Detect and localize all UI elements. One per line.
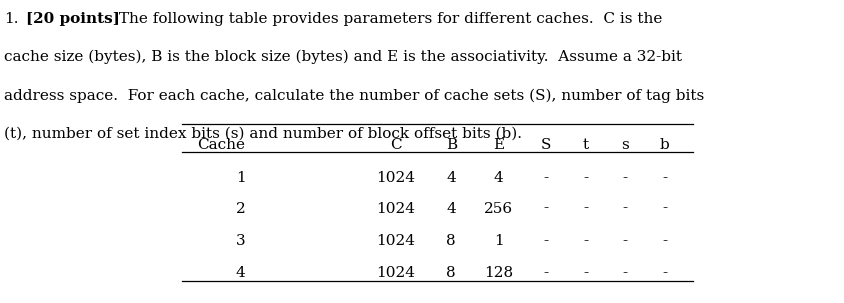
Text: -: - bbox=[662, 266, 667, 280]
Text: 8: 8 bbox=[446, 234, 456, 248]
Text: -: - bbox=[662, 171, 667, 185]
Text: 1: 1 bbox=[235, 171, 246, 185]
Text: -: - bbox=[622, 266, 627, 280]
Text: [20 points]: [20 points] bbox=[25, 12, 119, 25]
Text: 4: 4 bbox=[235, 266, 246, 280]
Text: (t), number of set index bits (s) and number of block offset bits (b).: (t), number of set index bits (s) and nu… bbox=[4, 126, 522, 141]
Text: -: - bbox=[543, 234, 548, 248]
Text: s: s bbox=[620, 138, 629, 152]
Text: -: - bbox=[543, 266, 548, 280]
Text: t: t bbox=[582, 138, 588, 152]
Text: 256: 256 bbox=[484, 201, 512, 216]
Text: 1: 1 bbox=[493, 234, 503, 248]
Text: b: b bbox=[659, 138, 669, 152]
Text: 128: 128 bbox=[484, 266, 512, 280]
Text: -: - bbox=[662, 234, 667, 248]
Text: C: C bbox=[390, 138, 401, 152]
Text: address space.  For each cache, calculate the number of cache sets (S), number o: address space. For each cache, calculate… bbox=[4, 88, 704, 102]
Text: -: - bbox=[622, 201, 627, 216]
Text: B: B bbox=[445, 138, 457, 152]
Text: S: S bbox=[540, 138, 551, 152]
Text: -: - bbox=[543, 171, 548, 185]
Text: -: - bbox=[582, 266, 587, 280]
Text: -: - bbox=[582, 234, 587, 248]
Text: cache size (bytes), B is the block size (bytes) and E is the associativity.  Ass: cache size (bytes), B is the block size … bbox=[4, 50, 681, 64]
Text: The following table provides parameters for different caches.  C is the: The following table provides parameters … bbox=[114, 12, 662, 25]
Text: E: E bbox=[493, 138, 504, 152]
Text: 1024: 1024 bbox=[376, 234, 415, 248]
Text: 4: 4 bbox=[446, 201, 456, 216]
Text: -: - bbox=[622, 234, 627, 248]
Text: 4: 4 bbox=[493, 171, 503, 185]
Text: -: - bbox=[582, 201, 587, 216]
Text: 1.: 1. bbox=[4, 12, 19, 25]
Text: 8: 8 bbox=[446, 266, 456, 280]
Text: 2: 2 bbox=[235, 201, 246, 216]
Text: -: - bbox=[622, 171, 627, 185]
Text: Cache: Cache bbox=[197, 138, 246, 152]
Text: 3: 3 bbox=[235, 234, 246, 248]
Text: -: - bbox=[543, 201, 548, 216]
Text: 4: 4 bbox=[446, 171, 456, 185]
Text: 1024: 1024 bbox=[376, 171, 415, 185]
Text: 1024: 1024 bbox=[376, 266, 415, 280]
Text: -: - bbox=[662, 201, 667, 216]
Text: 1024: 1024 bbox=[376, 201, 415, 216]
Text: -: - bbox=[582, 171, 587, 185]
